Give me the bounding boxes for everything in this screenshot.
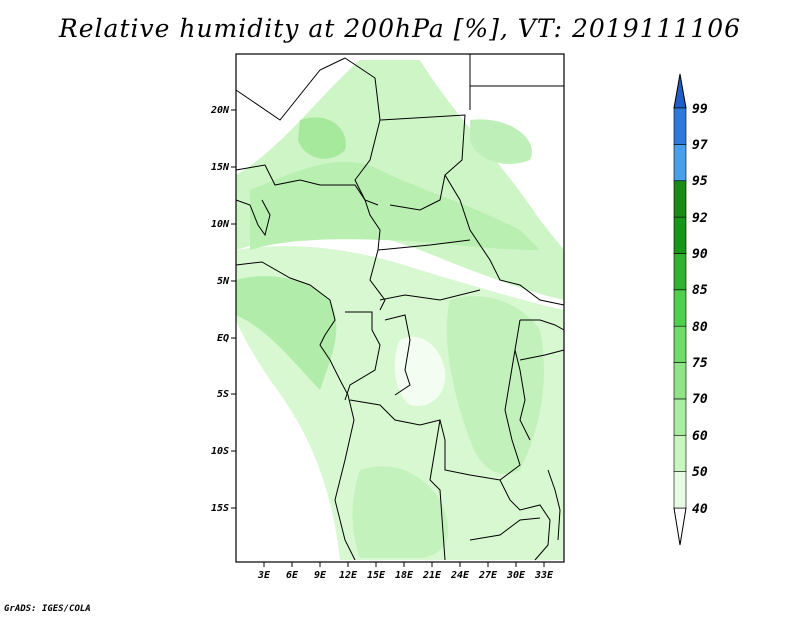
colorbar-label: 99 [692,102,708,117]
colorbar: 99 97 95 92 90 85 80 75 70 60 50 40 [673,73,708,546]
lat-label: 5N [217,276,230,287]
lat-label: 15S [211,503,229,514]
lat-label: 10N [211,219,230,230]
lon-label: 18E [395,570,414,581]
latitude-axis: 20N 15N 10N 5N EQ 5S 10S 15S [210,105,236,514]
country-borders [235,54,565,561]
lon-label: 12E [339,570,358,581]
lon-label: 21E [422,570,442,581]
colorbar-segment [673,144,687,182]
colorbar-label: 50 [692,465,708,480]
colorbar-segment [673,107,687,145]
colorbar-segment [673,180,687,218]
colorbar-label: 70 [692,392,708,407]
lat-label: 15N [211,162,230,173]
map-title: Relative humidity at 200hPa [%], VT: 201… [58,14,742,43]
colorbar-segment [673,362,687,400]
colorbar-bottom-arrow [673,507,687,546]
colorbar-label: 90 [692,247,708,262]
colorbar-segment [673,398,687,436]
colorbar-label: 92 [692,211,708,226]
colorbar-label: 97 [692,138,708,153]
lon-label: 27E [478,570,498,581]
lon-label: 6E [286,570,299,581]
colorbar-top-arrow [673,73,687,109]
colorbar-segment [673,325,687,363]
colorbar-label: 75 [692,356,708,371]
colorbar-segment [673,253,687,291]
map-frame [235,53,565,563]
lon-label: 3E [257,570,271,581]
lon-label: 33E [534,570,554,581]
colorbar-label: 40 [692,502,708,517]
lon-label: 24E [450,570,470,581]
lat-label: 5S [217,389,229,400]
lat-label: 20N [210,105,230,116]
colorbar-label: 60 [692,429,708,444]
lon-label: 30E [506,570,526,581]
grads-credit: GrADS: IGES/COLA [4,604,91,614]
colorbar-label: 95 [692,174,708,189]
lon-label: 15E [367,570,386,581]
lon-label: 9E [314,570,327,581]
colorbar-label: 80 [692,320,708,335]
lat-label: 10S [211,446,229,457]
colorbar-segment [673,216,687,254]
colorbar-segment [673,289,687,327]
colorbar-segment [673,471,687,509]
colorbar-label: 85 [692,283,708,298]
lat-label: EQ [217,333,229,344]
longitude-axis: 3E 6E 9E 12E 15E 18E 21E 24E 27E 30E 33E [257,562,554,581]
colorbar-segment [673,434,687,472]
